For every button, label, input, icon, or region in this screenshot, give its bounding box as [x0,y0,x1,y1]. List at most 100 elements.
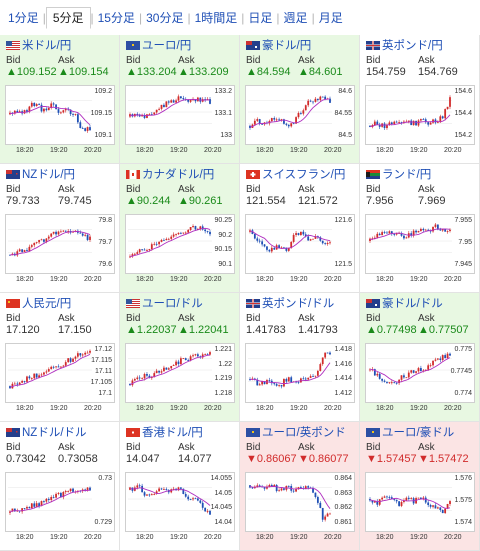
candle [155,370,158,374]
candle [172,365,175,367]
mini-chart[interactable]: 1.576 1.575 1.574 18:20 19:20 20:20 [365,472,475,541]
rate-card[interactable]: スイスフラン/円 Bid Ask 121.554 121.572 121.6 121.5 18… [240,164,360,293]
rate-card[interactable]: 米ドル/円 Bid Ask ▲109.152▲109.154 109.2 109.15 10… [0,35,120,164]
rate-card[interactable]: 豪ドル/ドル Bid Ask ▲0.77498▲0.77507 0.775 0.7745 0… [360,293,480,422]
tab-7[interactable]: 月足 [318,10,343,25]
mini-chart[interactable]: 0.864 0.863 0.862 0.861 18:20 19:20 20:20 [245,472,355,541]
tab-2[interactable]: 15分足 [97,10,135,25]
cn-flag-icon [6,298,20,308]
rate-card[interactable]: カナダドル/円 Bid Ask ▲90.244 ▲90.261 90.25 90.2 90.1… [120,164,240,293]
candle [268,379,271,381]
candle [329,513,331,515]
rate-card[interactable]: ユーロ/豪ドル Bid Ask ▼1.57457▼1.57472 1.576 1.575 1… [360,422,480,551]
mini-chart[interactable]: 154.6 154.4 154.2 18:20 19:20 20:20 [365,85,475,154]
bid-value: 1.41783 [246,324,286,336]
mini-chart[interactable]: 1.418 1.416 1.414 1.412 18:20 19:20 20:20 [245,343,355,412]
tab-5[interactable]: 日足 [248,10,273,25]
rate-card[interactable]: 香港ドル/円 Bid Ask 14.047 14.077 14.055 14.05 14.04… [120,422,240,551]
candle [30,503,33,509]
pair-link[interactable]: ユーロ/豪ドル [366,424,454,440]
pair-link[interactable]: 米ドル/円 [6,37,71,53]
candle [155,109,158,113]
x-tick-label: 20:20 [444,276,462,283]
candle [72,231,74,233]
rate-card[interactable]: NZドル/円 Bid Ask 79.733 79.745 79.8 79.7 79.6 18:2… [0,164,120,293]
candle [40,374,43,376]
pair-link[interactable]: 香港ドル/円 [126,424,203,440]
rate-card[interactable]: 人民元/円 Bid Ask 17.120 17.150 17.12 17.115 17.11 1… [0,293,120,422]
ask-label: Ask [298,55,315,66]
candle [180,96,182,99]
mini-chart[interactable]: 90.25 90.2 90.15 90.1 18:20 19:20 20:20 [125,214,235,283]
tab-6[interactable]: 週足 [283,10,308,25]
candle [432,360,434,366]
pair-link[interactable]: 人民元/円 [6,295,71,311]
rate-card[interactable]: ユーロ/ドル Bid Ask ▲1.22037▲1.22041 1.221 1.22 1.2… [120,293,240,422]
candle [148,249,151,251]
au-flag-icon [366,298,380,308]
pair-link[interactable]: 豪ドル/ドル [366,295,443,311]
mini-chart[interactable]: 14.055 14.05 14.045 14.04 18:20 19:20 20:20 [125,472,235,541]
candle [64,362,67,366]
mini-chart[interactable]: 79.8 79.7 79.6 18:20 19:20 20:20 [5,214,115,283]
mini-chart[interactable]: 1.221 1.22 1.219 1.218 18:20 19:20 20:20 [125,343,235,412]
candle [444,355,447,359]
rate-card[interactable]: ユーロ/円 Bid Ask ▲133.204▲133.209 133.2 133.1 133… [120,35,240,164]
rate-card[interactable]: ランド/円 Bid Ask 7.956 7.969 7.955 7.95 7.945 18:20… [360,164,480,293]
rate-card[interactable]: 英ポンド/円 Bid Ask 154.759 154.769 154.6 154.4 154.… [360,35,480,164]
mini-chart[interactable]: 84.6 84.55 84.5 18:20 19:20 20:20 [245,85,355,154]
candle [316,497,319,503]
candle [444,508,447,514]
mini-chart[interactable]: 133.2 133.1 133 18:20 19:20 20:20 [125,85,235,154]
candle [395,499,398,502]
candle [16,110,19,113]
candle [314,98,317,102]
pair-link[interactable]: ユーロ/英ポンド [246,424,346,440]
x-tick-label: 18:20 [16,405,34,412]
pair-link[interactable]: ランド/円 [366,166,431,182]
candle [133,253,136,255]
candle [326,513,329,517]
mini-chart[interactable]: 17.12 17.115 17.11 17.105 17.1 18:20 19:20 20:2… [5,343,115,412]
rate-card[interactable]: NZドル/ドル Bid Ask 0.73042 0.73058 0.73 0.729 18:2… [0,422,120,551]
candle [43,239,45,242]
pair-name: ユーロ/円 [142,40,192,52]
y-tick-label: 79.8 [98,217,112,224]
tab-0[interactable]: 1分足 [8,10,39,25]
candle [324,243,327,245]
eu-flag-icon [246,427,260,437]
tab-4[interactable]: 1時間足 [194,10,238,25]
pair-link[interactable]: ユーロ/ドル [126,295,203,311]
rate-card[interactable]: ユーロ/英ポンド Bid Ask ▼0.86067▼0.86077 0.864 0.863… [240,422,360,551]
candle [280,247,283,249]
y-tick-label: 1.416 [334,360,352,368]
candle [184,493,187,497]
candle [89,127,91,131]
pair-link[interactable]: 英ポンド/ドル [246,295,334,311]
quote-values: 1.41783 1.41793 [246,324,338,336]
eu-flag-icon [366,427,380,437]
ask-label: Ask [178,442,195,453]
pair-link[interactable]: カナダドル/円 [126,166,214,182]
pair-link[interactable]: 豪ドル/円 [246,37,311,53]
rate-card[interactable]: 英ポンド/ドル Bid Ask 1.41783 1.41793 1.418 1.416 1.4… [240,293,360,422]
mini-chart[interactable]: 7.955 7.95 7.945 18:20 19:20 20:20 [365,214,475,283]
tab-1[interactable]: 5分足 [45,6,91,29]
pair-link[interactable]: ユーロ/円 [126,37,191,53]
candle [287,248,290,251]
tab-3[interactable]: 30分足 [146,10,184,25]
candle [21,508,24,512]
pair-link[interactable]: NZドル/円 [6,166,75,182]
pair-link[interactable]: NZドル/ドル [6,424,87,440]
mini-chart[interactable]: 0.775 0.7745 0.774 18:20 19:20 20:20 [365,343,475,412]
candle [314,375,317,377]
mini-chart[interactable]: 121.6 121.5 18:20 19:20 20:20 [245,214,355,283]
pair-link[interactable]: 英ポンド/円 [366,37,443,53]
rate-card[interactable]: 豪ドル/円 Bid Ask ▲84.594 ▲84.601 84.6 84.55 84.5 18… [240,35,360,164]
candle [153,373,156,378]
ask-label: Ask [58,55,75,66]
mini-chart[interactable]: 0.73 0.729 18:20 19:20 20:20 [5,472,115,541]
mini-chart[interactable]: 109.2 109.15 109.1 18:20 19:20 20:20 [5,85,115,154]
pair-link[interactable]: スイスフラン/円 [246,166,345,182]
candle [172,100,175,103]
